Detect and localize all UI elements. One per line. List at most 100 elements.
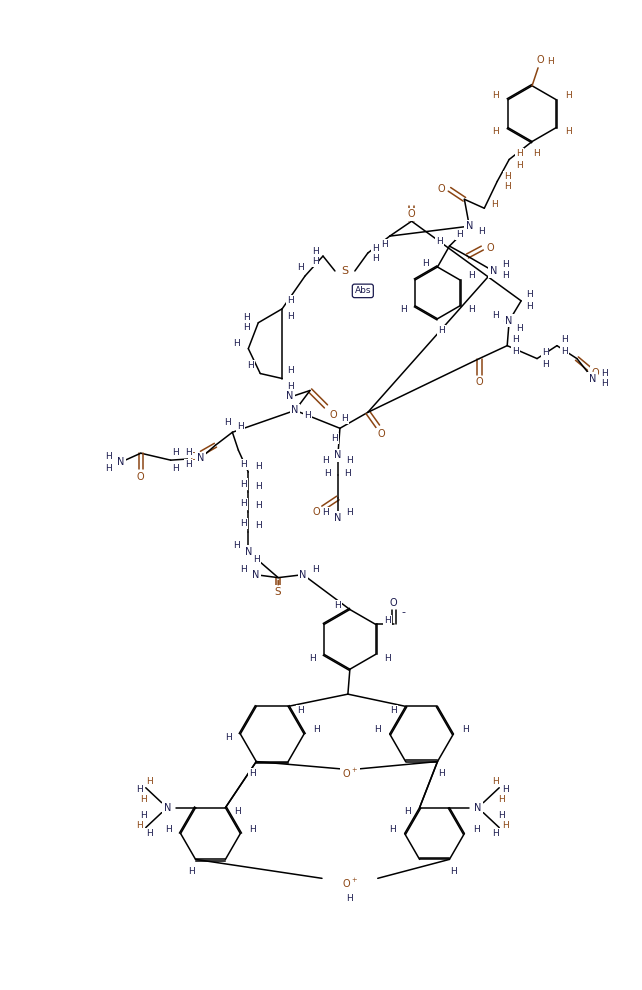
Text: H: H	[233, 542, 239, 550]
Text: H: H	[345, 468, 351, 477]
Text: H: H	[347, 509, 353, 518]
Text: H: H	[602, 369, 608, 378]
Text: H: H	[436, 237, 443, 246]
Text: N: N	[286, 391, 294, 401]
Text: H: H	[462, 726, 469, 735]
Text: H: H	[105, 463, 112, 472]
Text: N: N	[474, 803, 481, 813]
Text: -: -	[402, 608, 406, 618]
Text: H: H	[141, 795, 147, 804]
Text: H: H	[372, 244, 379, 252]
Text: H: H	[504, 182, 510, 191]
Text: H: H	[389, 825, 396, 834]
Text: H: H	[136, 821, 143, 830]
Text: N: N	[252, 569, 259, 580]
Text: H: H	[498, 811, 505, 820]
Text: H: H	[492, 311, 499, 321]
Text: H: H	[404, 807, 411, 816]
Text: H: H	[502, 785, 508, 794]
Text: H: H	[188, 867, 195, 876]
Text: H: H	[438, 769, 445, 778]
Text: H: H	[287, 312, 293, 322]
Text: H: H	[165, 825, 172, 834]
Text: H: H	[450, 867, 457, 876]
Text: N: N	[299, 569, 307, 580]
Text: H: H	[224, 418, 230, 427]
Text: N: N	[117, 457, 125, 467]
Text: H: H	[255, 522, 262, 531]
Text: N: N	[164, 803, 171, 813]
Text: N: N	[505, 316, 513, 326]
Text: H: H	[469, 305, 475, 314]
Text: H: H	[146, 777, 153, 786]
Text: N: N	[334, 513, 342, 523]
Text: H: H	[492, 777, 499, 786]
Text: O: O	[476, 377, 483, 387]
Text: H: H	[240, 459, 247, 468]
Text: O: O	[312, 507, 320, 517]
Text: H: H	[297, 263, 304, 272]
Text: H: H	[372, 253, 379, 262]
Text: H: H	[287, 382, 293, 391]
Text: H: H	[516, 161, 523, 170]
Text: H: H	[325, 468, 331, 477]
Text: N: N	[490, 266, 497, 276]
Text: H: H	[185, 459, 192, 468]
Text: H: H	[234, 807, 241, 816]
Text: H: H	[146, 829, 153, 839]
Text: N: N	[465, 221, 473, 232]
Text: H: H	[240, 500, 247, 509]
Text: H: H	[249, 825, 256, 834]
Text: O: O	[390, 598, 397, 608]
Text: O$^+$: O$^+$	[342, 877, 358, 890]
Text: H: H	[492, 91, 499, 100]
Text: H: H	[562, 347, 568, 356]
Text: N: N	[197, 453, 204, 463]
Text: H: H	[240, 565, 247, 574]
Text: H: H	[240, 520, 247, 529]
Text: Abs: Abs	[354, 286, 371, 295]
Text: H: H	[478, 227, 485, 236]
Text: H: H	[390, 706, 397, 715]
Text: H: H	[502, 821, 508, 830]
Text: H: H	[562, 336, 568, 345]
Text: H: H	[240, 479, 247, 488]
Text: H: H	[516, 324, 523, 334]
Text: H: H	[243, 323, 250, 333]
Text: H: H	[311, 565, 318, 574]
Text: H: H	[533, 148, 539, 158]
Text: N: N	[334, 450, 342, 460]
Text: H: H	[546, 57, 553, 66]
Text: O: O	[408, 209, 415, 219]
Text: H: H	[105, 451, 112, 460]
Text: H: H	[334, 601, 342, 610]
Text: O: O	[329, 410, 337, 421]
Text: H: H	[498, 795, 505, 804]
Text: H: H	[422, 258, 429, 267]
Text: H: H	[141, 811, 147, 820]
Text: H: H	[542, 360, 548, 369]
Text: H: H	[469, 271, 475, 280]
Text: H: H	[512, 336, 519, 345]
Text: H: H	[297, 706, 304, 715]
Text: H: H	[255, 461, 262, 470]
Text: H: H	[456, 230, 463, 239]
Text: H: H	[322, 509, 329, 518]
Text: H: H	[172, 463, 179, 472]
Text: H: H	[249, 769, 256, 778]
Text: H: H	[237, 422, 244, 431]
Text: H: H	[502, 271, 508, 280]
Text: H: H	[309, 653, 315, 662]
Text: H: H	[492, 127, 499, 136]
Text: H: H	[347, 894, 353, 903]
Text: H: H	[516, 148, 523, 158]
Text: N: N	[589, 373, 596, 383]
Text: O: O	[378, 430, 386, 440]
Text: H: H	[565, 91, 571, 100]
Text: H: H	[243, 313, 250, 323]
Text: H: H	[255, 502, 262, 511]
Text: H: H	[287, 296, 293, 305]
Text: H: H	[512, 347, 519, 356]
Text: H: H	[287, 366, 293, 375]
Text: H: H	[385, 616, 391, 625]
